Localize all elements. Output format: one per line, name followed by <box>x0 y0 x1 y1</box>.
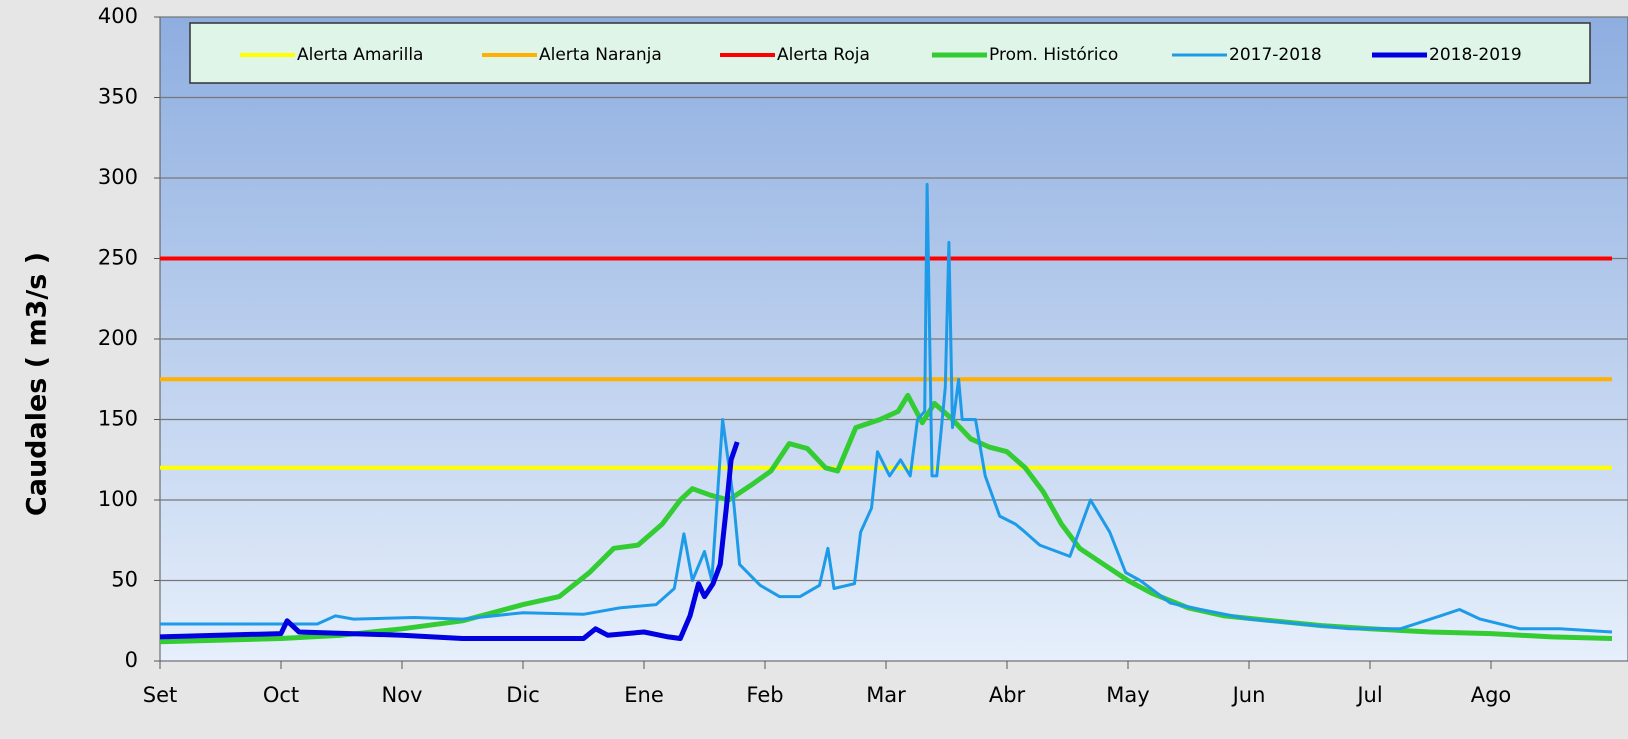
y-tick-label: 350 <box>98 85 138 109</box>
y-tick-label: 100 <box>98 487 138 511</box>
x-tick-label: Ago <box>1471 683 1512 707</box>
x-tick-label: Set <box>143 683 177 707</box>
x-tick-label: May <box>1106 683 1149 707</box>
y-axis-label: Caudales ( m3/s ) <box>22 252 53 516</box>
x-tick-label: Nov <box>382 683 423 707</box>
x-tick-label: Jul <box>1355 683 1382 707</box>
legend <box>189 22 1591 84</box>
x-tick-label: Feb <box>746 683 783 707</box>
series-line <box>160 182 1613 634</box>
y-tick-label: 250 <box>98 246 138 270</box>
x-tick-label: Dic <box>506 683 540 707</box>
x-tick-label: Oct <box>263 683 299 707</box>
x-tick-label: Abr <box>989 683 1026 707</box>
y-tick-label: 150 <box>98 407 138 431</box>
series-line <box>160 441 740 641</box>
x-tick-label: Mar <box>866 683 906 707</box>
y-tick-label: 400 <box>98 4 138 28</box>
y-tick-label: 300 <box>98 165 138 189</box>
legend-label: 2017-2018 <box>1229 45 1322 65</box>
x-tick-label: Jun <box>1231 683 1266 707</box>
x-tick-label: Ene <box>624 683 664 707</box>
y-tick-label: 0 <box>125 648 138 672</box>
legend-label: Alerta Roja <box>777 45 870 65</box>
legend-label: Prom. Histórico <box>989 45 1118 65</box>
legend-label: 2018-2019 <box>1429 45 1522 65</box>
legend-label: Alerta Naranja <box>539 45 662 65</box>
y-tick-label: 200 <box>98 326 138 350</box>
legend-label: Alerta Amarilla <box>297 45 423 65</box>
y-tick-label: 50 <box>111 568 138 592</box>
